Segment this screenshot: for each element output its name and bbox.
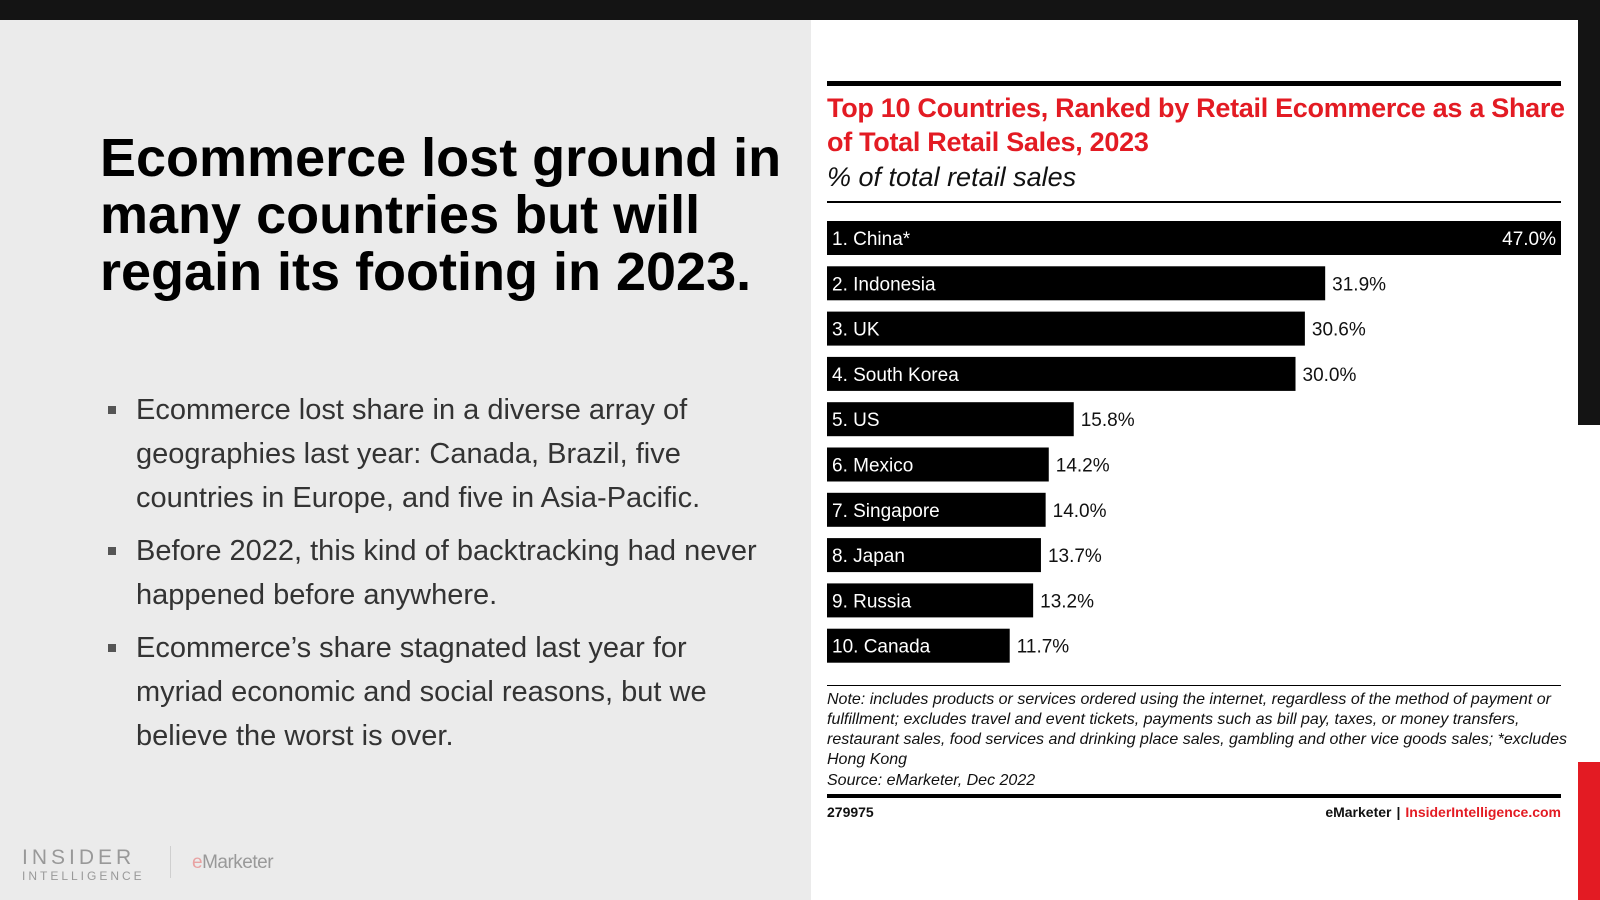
footer-emarketer: eMarketer (1325, 804, 1392, 820)
bar-category-label: 9. Russia (832, 591, 912, 612)
emarketer-logo-e: e (192, 852, 203, 873)
bar-8 (827, 538, 1041, 573)
logo-intelligence-text: INTELLIGENCE (22, 869, 145, 883)
top-bar (0, 0, 1600, 20)
bar-value-label: 30.0% (1303, 365, 1357, 386)
bullet-text: Ecommerce’s share stagnated last year fo… (136, 632, 707, 752)
bar-1 (827, 221, 1561, 255)
bar-2 (827, 266, 1326, 301)
chart-id: 279975 (827, 804, 874, 820)
bullet-square-icon (108, 406, 116, 414)
footer-site-link[interactable]: InsiderIntelligence.com (1405, 804, 1561, 820)
bullet-square-icon (108, 547, 116, 555)
footer-separator: | (1396, 804, 1401, 820)
bullet-square-icon (108, 644, 116, 652)
edge-light-strip (1578, 425, 1600, 762)
edge-red-strip (1578, 762, 1600, 900)
bar-value-label: 13.2% (1040, 591, 1094, 612)
emarketer-logo-rest: Marketer (202, 852, 274, 873)
bar-category-label: 2. Indonesia (832, 274, 936, 295)
bar-value-label: 11.7% (1017, 637, 1070, 658)
bar-value-label: 14.0% (1053, 501, 1107, 522)
bar-category-label: 3. UK (832, 320, 880, 341)
emarketer-logo: eMarketer (192, 852, 274, 874)
bar-3 (827, 311, 1305, 346)
bar-value-label: 30.6% (1312, 320, 1366, 341)
bar-category-label: 5. US (832, 410, 880, 431)
bar-category-label: 4. South Korea (832, 365, 959, 386)
chart-subtitle: % of total retail sales (827, 162, 1077, 192)
chart-note: Note: includes products or services orde… (827, 691, 1567, 768)
chart-note-rule (827, 685, 1561, 686)
bar-category-label: 10. Canada (832, 637, 931, 658)
chart-title: Top 10 Countries, Ranked by Retail Ecomm… (827, 93, 1565, 157)
logo-insider-text: INSIDER (22, 846, 136, 869)
chart-source: Source: eMarketer, Dec 2022 (827, 772, 1036, 789)
bar-4 (827, 356, 1296, 391)
bar-5 (827, 402, 1074, 437)
bullet-item: Before 2022, this kind of backtracking h… (108, 529, 758, 617)
bar-value-label: 13.7% (1048, 546, 1102, 567)
bar-7 (827, 492, 1046, 527)
chart-footer: eMarketer | InsiderIntelligence.com (1325, 804, 1561, 820)
bullet-text: Ecommerce lost share in a diverse array … (136, 394, 701, 514)
bullet-item: Ecommerce lost share in a diverse array … (108, 388, 758, 520)
bullet-list: Ecommerce lost share in a diverse array … (108, 388, 758, 767)
bullet-text: Before 2022, this kind of backtracking h… (136, 535, 757, 611)
bar-value-label: 47.0% (1502, 229, 1556, 250)
bar-value-label: 14.2% (1056, 456, 1110, 477)
bar-9 (827, 583, 1034, 618)
bar-value-label: 31.9% (1332, 274, 1386, 295)
bar-category-label: 1. China* (832, 229, 911, 250)
edge-dark-strip (1578, 20, 1600, 425)
bar-value-label: 15.8% (1081, 410, 1135, 431)
bar-6 (827, 447, 1049, 482)
chart-subtitle-rule (827, 201, 1561, 203)
bar-category-label: 7. Singapore (832, 501, 940, 522)
bar-category-label: 8. Japan (832, 546, 905, 567)
chart-bottom-rule (827, 794, 1561, 798)
left-panel (0, 20, 811, 900)
chart-top-rule (827, 81, 1561, 86)
bar-category-label: 6. Mexico (832, 456, 913, 477)
bullet-item: Ecommerce’s share stagnated last year fo… (108, 626, 758, 758)
bar-10 (827, 628, 1010, 663)
logo-divider (170, 846, 171, 878)
slide-headline: Ecommerce lost ground in many countries … (100, 128, 782, 302)
